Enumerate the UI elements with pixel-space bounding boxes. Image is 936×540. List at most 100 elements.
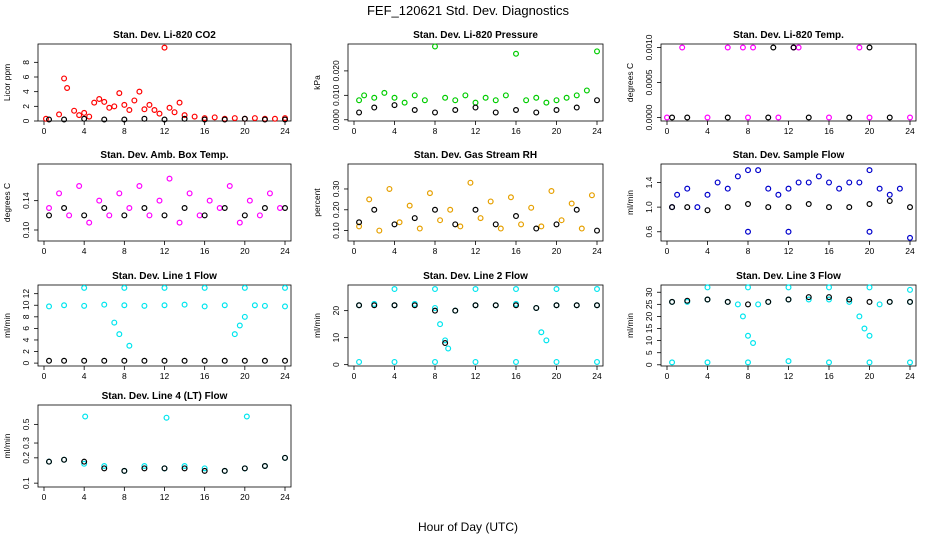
x-tick-label: 20: [552, 126, 562, 136]
data-point: [46, 205, 53, 212]
data-point: [126, 342, 133, 349]
data-point: [846, 298, 853, 305]
data-point: [81, 458, 88, 465]
data-point: [795, 179, 802, 186]
y-tick-label: 0.1: [21, 477, 31, 489]
y-axis-label: degrees C: [2, 183, 12, 222]
data-point: [432, 109, 439, 116]
data-point: [81, 302, 88, 309]
x-tick-label: 20: [552, 371, 562, 381]
data-point: [876, 301, 883, 308]
x-tick-label: 8: [433, 126, 438, 136]
data-point: [825, 284, 832, 291]
x-tick-label: 8: [433, 246, 438, 256]
panel-9: Stan. Dev. Line 3 Flow ml/min 0 4 8 12 16 20 24 0…: [625, 271, 917, 381]
data-point: [171, 109, 178, 116]
data-point: [886, 298, 893, 305]
data-point: [421, 97, 428, 104]
data-point: [366, 196, 373, 203]
data-point: [593, 286, 600, 293]
data-point: [543, 99, 550, 106]
data-point: [583, 87, 590, 94]
x-tick-label: 24: [592, 371, 602, 381]
data-point: [512, 358, 519, 365]
x-tick-label: 20: [865, 126, 875, 136]
y-tick-label: 0: [21, 360, 31, 365]
figure-xlabel: Hour of Day (UTC): [418, 520, 518, 534]
data-point: [201, 212, 208, 219]
data-point: [825, 179, 832, 186]
data-point: [411, 215, 418, 222]
data-point: [846, 114, 853, 121]
data-point: [411, 302, 418, 309]
data-point: [251, 302, 258, 309]
data-point: [241, 465, 248, 472]
data-point: [282, 205, 289, 212]
x-tick-label: 4: [392, 246, 397, 256]
data-point: [61, 75, 68, 82]
data-point: [141, 462, 148, 469]
x-tick-label: 4: [705, 246, 710, 256]
data-point: [442, 94, 449, 101]
data-point: [201, 116, 208, 123]
x-tick-label: 16: [824, 126, 834, 136]
data-point: [156, 197, 163, 204]
y-tick-label: 30: [644, 287, 654, 297]
data-point: [775, 114, 782, 121]
data-point: [744, 228, 751, 235]
data-point: [669, 204, 676, 211]
data-point: [241, 115, 248, 122]
data-point: [246, 197, 253, 204]
data-point: [131, 97, 138, 104]
panel-title: Stan. Dev. Line 4 (LT) Flow: [102, 391, 228, 402]
data-point: [426, 190, 433, 197]
x-tick-label: 0: [665, 371, 670, 381]
data-point: [684, 204, 691, 211]
data-point: [734, 173, 741, 180]
x-tick-label: 20: [240, 492, 250, 502]
data-point: [141, 115, 148, 122]
x-tick-label: 4: [82, 246, 87, 256]
data-point: [432, 206, 439, 213]
data-point: [523, 97, 530, 104]
data-point: [866, 228, 873, 235]
data-point: [251, 115, 258, 122]
x-tick-label: 8: [122, 126, 127, 136]
data-point: [445, 345, 452, 352]
data-point: [886, 197, 893, 204]
data-point: [61, 205, 68, 212]
y-tick-label: 0.010: [331, 84, 341, 106]
data-point: [391, 358, 398, 365]
x-tick-label: 20: [865, 246, 875, 256]
panel-title: Stan. Dev. Line 3 Flow: [736, 271, 841, 282]
data-point: [221, 467, 228, 474]
data-point: [457, 223, 464, 230]
data-point: [161, 44, 168, 51]
panel-2: Stan. Dev. Li-820 Pressure kPa 0 4 8 12 16 20 24…: [312, 30, 604, 136]
data-point: [744, 359, 751, 366]
data-point: [846, 179, 853, 186]
data-point: [61, 302, 68, 309]
x-tick-label: 20: [240, 246, 250, 256]
data-point: [161, 302, 168, 309]
data-point: [81, 212, 88, 219]
data-point: [906, 286, 913, 293]
data-point: [216, 205, 223, 212]
data-point: [512, 106, 519, 113]
data-point: [231, 331, 238, 338]
data-point: [533, 304, 540, 311]
x-tick-label: 8: [122, 246, 127, 256]
data-point: [472, 104, 479, 111]
data-point: [573, 302, 580, 309]
x-tick-label: 20: [552, 246, 562, 256]
x-tick-label: 8: [746, 126, 751, 136]
y-axis-label: ml/min: [625, 313, 635, 338]
data-point: [846, 296, 853, 303]
data-point: [663, 114, 670, 121]
data-point: [381, 89, 388, 96]
data-point: [121, 116, 128, 123]
data-point: [684, 185, 691, 192]
data-point: [356, 223, 363, 230]
y-tick-label: 25: [644, 299, 654, 309]
